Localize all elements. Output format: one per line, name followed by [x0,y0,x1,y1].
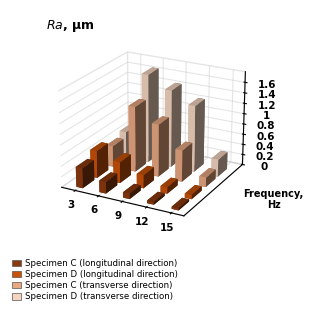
Legend: Specimen C (longitudinal direction), Specimen D (longitudinal direction), Specim: Specimen C (longitudinal direction), Spe… [12,259,178,301]
Text: $\it{Ra}$, μm: $\it{Ra}$, μm [46,18,94,34]
Text: Frequency,
Hz: Frequency, Hz [244,189,304,211]
